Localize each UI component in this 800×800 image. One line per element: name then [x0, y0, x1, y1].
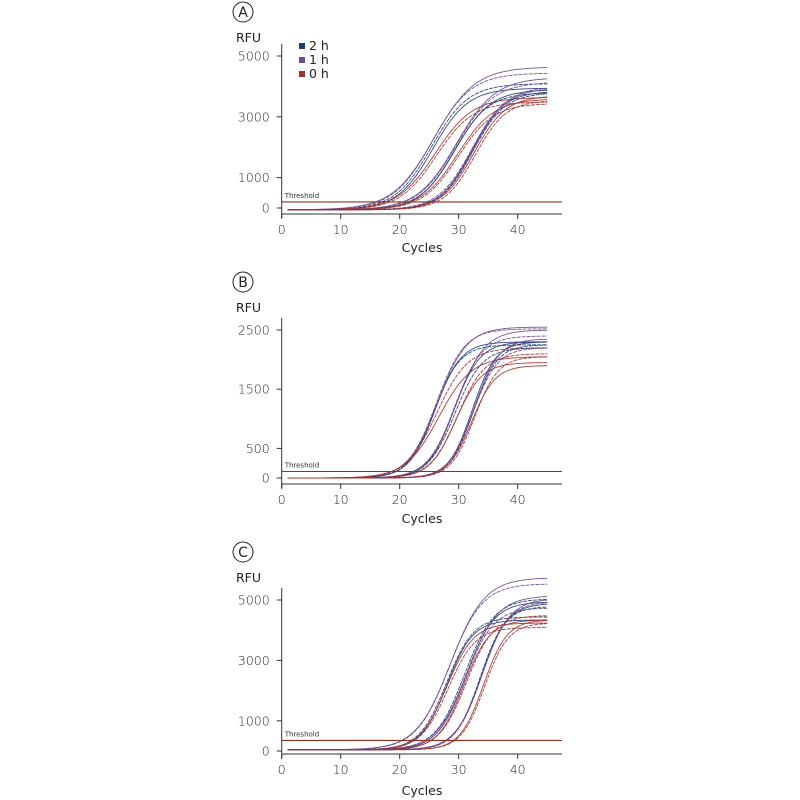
- curve-0h: [287, 620, 548, 751]
- curve-1h: [287, 87, 548, 211]
- x-tick-label: 10: [333, 762, 349, 777]
- x-tick-label: 20: [392, 492, 408, 507]
- curve-1h: [287, 67, 548, 211]
- y-tick-label: 3000: [238, 109, 270, 124]
- y-tick-label: 5000: [238, 593, 270, 608]
- x-tick-label: 30: [451, 492, 467, 507]
- curve-0h: [287, 99, 548, 211]
- y-tick-label: 0: [262, 471, 270, 486]
- x-tick-label: 10: [333, 222, 349, 237]
- curve-2h: [287, 89, 548, 211]
- panel-letter-circle: [232, 271, 254, 293]
- curve-0h: [287, 362, 548, 479]
- threshold-label: Threshold: [284, 192, 320, 200]
- curve-1h: [287, 338, 548, 479]
- panel-letter: C: [238, 545, 248, 561]
- curve-2h: [287, 598, 548, 751]
- panel-letter-circle: [232, 1, 254, 23]
- curve-1h: [287, 72, 548, 211]
- x-axis-title: Cycles: [402, 783, 443, 798]
- x-tick-label: 0: [278, 762, 286, 777]
- x-axis-title: Cycles: [402, 240, 443, 255]
- x-tick-label: 10: [333, 492, 349, 507]
- curve-1h: [287, 78, 548, 211]
- panel-letter: B: [238, 275, 248, 291]
- y-axis-title: RFU: [236, 570, 261, 585]
- legend-swatch-1h: [299, 57, 305, 63]
- threshold-label: Threshold: [284, 461, 320, 469]
- y-tick-label: 500: [246, 441, 270, 456]
- curve-0h: [287, 619, 548, 751]
- amplification-curves: [287, 577, 548, 751]
- x-tick-label: 20: [392, 222, 408, 237]
- panel-a: A RFU Cycles 2 h 1 h 0 h Threshold 0 1000 3…: [232, 1, 562, 255]
- curve-2h: [287, 619, 548, 751]
- y-tick-label: 1500: [238, 382, 270, 397]
- curve-0h: [287, 627, 548, 751]
- y-axis-title: RFU: [236, 300, 261, 315]
- curve-0h: [287, 615, 548, 751]
- legend-item-2h[interactable]: 2 h: [299, 38, 329, 53]
- x-tick-label: 0: [278, 222, 286, 237]
- x-tick-label: 20: [392, 762, 408, 777]
- y-tick-label: 1000: [238, 713, 270, 728]
- x-tick-label: 40: [510, 762, 526, 777]
- curve-0h: [287, 97, 548, 211]
- curve-0h: [287, 353, 548, 479]
- curve-2h: [287, 92, 548, 211]
- legend-swatch-0h: [299, 71, 305, 77]
- y-axis-title: RFU: [236, 30, 261, 45]
- curve-0h: [287, 365, 548, 479]
- curve-2h: [287, 91, 548, 211]
- curve-2h: [287, 87, 548, 211]
- y-tick-label: 3000: [238, 653, 270, 668]
- curve-2h: [287, 341, 548, 479]
- legend-item-1h[interactable]: 1 h: [299, 52, 329, 67]
- curve-1h: [287, 577, 548, 751]
- x-tick-label: 0: [278, 492, 286, 507]
- curve-1h: [287, 329, 548, 479]
- y-tick-label: 5000: [238, 49, 270, 64]
- amplification-curves: [287, 326, 548, 479]
- panel-c: C RFU Cycles Threshold 0 1000 3000 5000 0 10 20…: [232, 541, 562, 798]
- curve-0h: [287, 356, 548, 479]
- legend-item-0h[interactable]: 0 h: [299, 66, 329, 81]
- curve-1h: [287, 347, 548, 479]
- curve-0h: [287, 347, 548, 479]
- x-tick-label: 40: [510, 222, 526, 237]
- curve-2h: [287, 616, 548, 751]
- legend-label: 0 h: [309, 66, 329, 81]
- panel-letter: A: [238, 5, 248, 21]
- x-axis-title: Cycles: [402, 511, 443, 526]
- y-tick-label: 2500: [238, 323, 270, 338]
- curve-2h: [287, 341, 548, 479]
- curve-2h: [287, 83, 548, 211]
- y-tick-label: 0: [262, 744, 270, 759]
- y-tick-label: 1000: [238, 170, 270, 185]
- y-tick-label: 0: [262, 201, 270, 216]
- curve-0h: [287, 356, 548, 479]
- curve-0h: [287, 96, 548, 211]
- x-tick-label: 30: [451, 762, 467, 777]
- curve-0h: [287, 623, 548, 751]
- x-tick-label: 30: [451, 222, 467, 237]
- legend-swatch-2h: [299, 43, 305, 49]
- curve-2h: [287, 341, 548, 479]
- panel-letter-circle: [232, 541, 254, 563]
- curve-0h: [287, 622, 548, 751]
- panel-b: B RFU Cycles Threshold 0 500 1500 2500 0 10 20 3…: [232, 271, 562, 526]
- legend-label: 1 h: [309, 52, 329, 67]
- x-tick-label: 40: [510, 492, 526, 507]
- threshold-label: Threshold: [284, 730, 320, 738]
- curve-1h: [287, 326, 548, 479]
- legend-label: 2 h: [309, 38, 329, 53]
- legend: 2 h 1 h 0 h: [299, 38, 329, 81]
- curve-1h: [287, 335, 548, 479]
- amplification-curves: [287, 67, 548, 211]
- curve-0h: [287, 100, 548, 211]
- curve-2h: [287, 347, 548, 479]
